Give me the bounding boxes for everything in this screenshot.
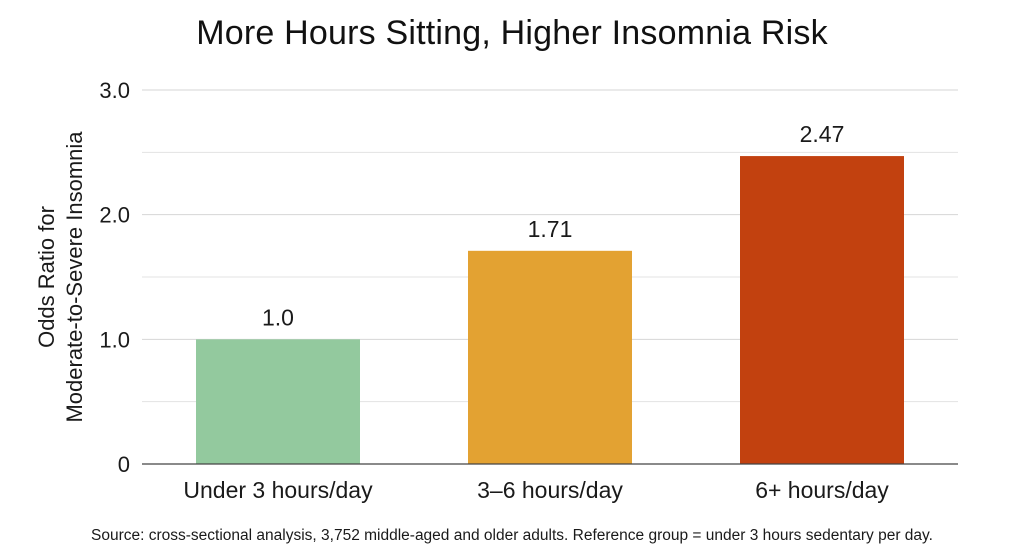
y-tick-label: 1.0 — [99, 327, 130, 352]
bar-value-label: 1.71 — [528, 216, 573, 242]
y-tick-label: 2.0 — [99, 203, 130, 228]
bar-value-label: 2.47 — [800, 121, 845, 147]
bar — [468, 250, 632, 464]
source-note: Source: cross-sectional analysis, 3,752 … — [91, 527, 933, 544]
x-category-label: Under 3 hours/day — [183, 477, 373, 503]
bar — [196, 339, 360, 464]
bar — [740, 156, 904, 464]
y-axis-title: Odds Ratio for Moderate-to-Severe Insomni… — [34, 131, 87, 423]
y-axis-title-line: Moderate-to-Severe Insomnia — [62, 131, 87, 423]
y-axis-title-line: Odds Ratio for — [34, 206, 59, 348]
x-category-label: 6+ hours/day — [755, 477, 889, 503]
chart-title: More Hours Sitting, Higher Insomnia Risk — [196, 14, 828, 52]
y-tick-label: 0 — [118, 452, 130, 477]
bars — [196, 156, 904, 464]
bar-value-label: 1.0 — [262, 304, 294, 330]
value-labels: 1.0 1.71 2.47 — [262, 121, 844, 330]
y-tick-label: 3.0 — [99, 78, 130, 103]
x-category-label: 3–6 hours/day — [477, 477, 623, 503]
axes: 0 1.0 2.0 3.0 Under 3 hours/day 3–6 hours/day… — [99, 78, 958, 503]
